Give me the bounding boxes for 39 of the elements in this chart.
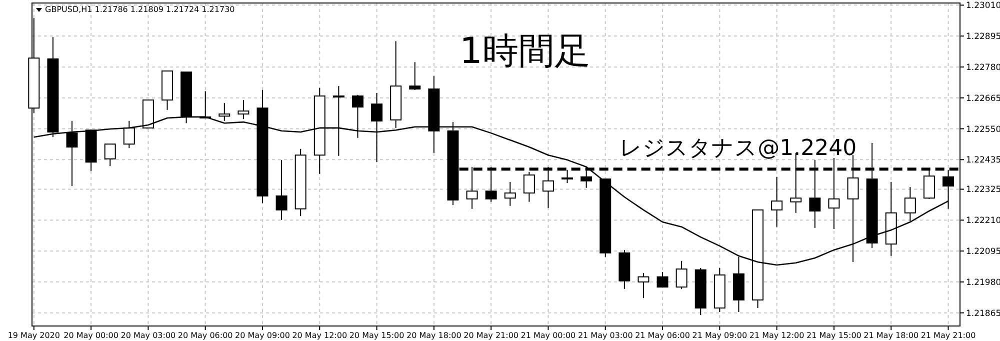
x-tick-label: 21 May 00:00 (520, 331, 576, 340)
annotation: レジスタナス@1.2240 (620, 136, 857, 162)
x-tick-label: 21 May 03:00 (578, 331, 633, 340)
y-tick-label: 1.22895 (966, 32, 1000, 42)
candlestick (66, 120, 78, 186)
x-tick-label: 20 May 21:00 (464, 331, 519, 340)
candlestick (676, 260, 688, 290)
y-tick-label: 1.22435 (966, 156, 1000, 166)
y-tick-label: 1.22665 (966, 94, 1000, 104)
annotation: GBPUSD,H1 1.21786 1.21809 1.21724 1.21730 (45, 5, 235, 14)
x-tick-label: 20 May 09:00 (235, 331, 290, 340)
x-tick-label: 20 May 18:00 (406, 331, 462, 340)
text: 1時間足 (460, 31, 590, 72)
candlestick (771, 176, 783, 228)
candlestick (504, 181, 516, 206)
candlestick (409, 62, 421, 91)
x-tick-label: 19 May 2020 (8, 331, 60, 340)
x-tick-label: 21 May 09:00 (692, 331, 748, 340)
candlestick (904, 186, 916, 222)
x-tick-label: 20 May 00:00 (64, 331, 118, 340)
y-tick-label: 1.22325 (966, 185, 1000, 196)
x-tick-label: 20 May 12:00 (292, 331, 348, 340)
x-tick-label: 21 May 15:00 (806, 331, 862, 340)
x-tick-label: 20 May 03:00 (120, 331, 176, 340)
x-tick-label: 21 May 12:00 (749, 331, 804, 340)
candlestick (104, 144, 116, 167)
x-tick-label: 21 May 06:00 (635, 331, 690, 340)
x-tick-label: 21 May 21:00 (920, 331, 976, 340)
candlestick (656, 271, 668, 288)
candlestick (238, 100, 250, 120)
candlestick (638, 272, 650, 299)
x-tick-label: 20 May 15:00 (349, 331, 404, 340)
y-tick-label: 1.22095 (966, 247, 1000, 258)
candlestick (123, 120, 135, 149)
x-tick-label: 20 May 06:00 (178, 331, 233, 340)
x-tick-label: 21 May 18:00 (864, 331, 919, 340)
candlestick (523, 172, 535, 202)
candlestick (276, 159, 288, 220)
y-tick-label: 1.21865 (966, 308, 1000, 319)
